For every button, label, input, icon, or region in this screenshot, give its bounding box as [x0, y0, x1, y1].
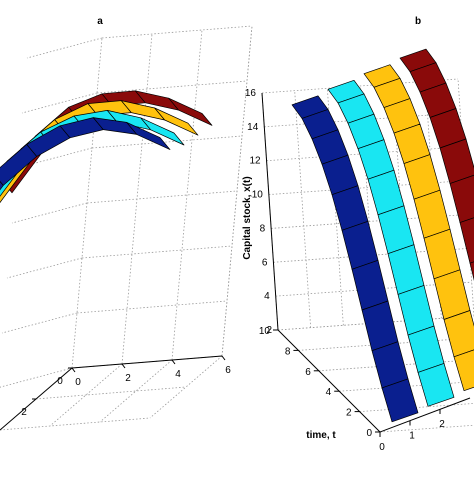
- panel-a-x-tick: [71, 367, 76, 373]
- panel-a-gridline: [6, 257, 83, 279]
- panel-b-series-tick-label: 0: [379, 442, 385, 453]
- panel-b-gridline: [457, 78, 474, 317]
- panel-a-label: a: [97, 16, 103, 27]
- panel-a-surface-patch-navy: [126, 122, 171, 150]
- panel-b-surface-patch-maroon: [439, 138, 474, 184]
- surface-layer: [0, 48, 474, 423]
- panel-a-gridline: [35, 386, 187, 400]
- panel-a-y-tick-label: 0: [57, 376, 63, 387]
- panel-a-surface-patch-cyan: [140, 117, 185, 146]
- panel-a-gridline: [21, 92, 98, 114]
- panel-b-surface-patch-gold: [453, 349, 474, 392]
- panel-a-gridline: [76, 300, 228, 314]
- panel-b-gridline: [379, 424, 474, 433]
- panel-b-surface-patch-maroon: [449, 174, 474, 223]
- panel-a-gridline: [1, 312, 78, 334]
- panel-a-gridline: [221, 25, 253, 357]
- panel-a-gridline: [86, 190, 238, 204]
- panel-a-gridline: [0, 367, 73, 388]
- panel-b-time-axis: [277, 329, 381, 433]
- panel-a-gridline: [26, 37, 103, 59]
- panel-b-gridline: [294, 90, 312, 328]
- panel-a-x-tick: [221, 355, 226, 361]
- panel-b-time-tick-label: 6: [305, 367, 311, 378]
- panel-b-time-tick-label: 4: [326, 387, 332, 398]
- panel-a-x-tick: [171, 359, 176, 365]
- panel-b-surface-patch-gold: [443, 310, 474, 358]
- panel-b-z-tick-label: 12: [249, 156, 261, 167]
- panel-a-gridline: [96, 80, 248, 94]
- panel-b-z-tick-label: 8: [260, 223, 266, 234]
- panel-b-label: b: [415, 16, 421, 27]
- panel-a-gridline: [0, 417, 151, 431]
- panel-a-gridline: [101, 25, 253, 39]
- panel-b-time-tick-label: 0: [366, 428, 372, 439]
- panel-b-surface-patch-maroon: [459, 217, 474, 264]
- panel-b-z-tick-label: 14: [247, 122, 259, 133]
- panel-b-z-tick-label: 2: [266, 325, 272, 336]
- panel-a-gridline: [16, 147, 93, 169]
- label-layer: a b Capital stock, x(t) time, t 24681012…: [21, 16, 445, 453]
- panel-a-x-axis: [71, 355, 223, 369]
- panel-b-gridline: [268, 180, 465, 195]
- panel-a-gridline: [149, 355, 223, 419]
- panel-b-time-tick-label: 8: [285, 346, 291, 357]
- panel-a-x-tick-label: 4: [175, 369, 181, 380]
- panel-b-gridline: [261, 78, 459, 94]
- panel-a-gridline: [99, 359, 173, 423]
- panel-a-gridline: [11, 202, 88, 224]
- panel-a-x-tick-label: 0: [75, 377, 81, 388]
- panel-b-time-tick-label: 10: [259, 326, 271, 337]
- panel-a-gridline: [91, 135, 243, 149]
- panel-a-surface-patch-maroon: [168, 97, 213, 126]
- panel-b-z-tick-label: 4: [264, 291, 270, 302]
- panel-a-x-tick: [121, 363, 126, 369]
- axes-layer: [0, 92, 471, 437]
- panel-b-series-tick-label: 1: [409, 431, 415, 442]
- panel-b-z-axis-label: Capital stock, x(t): [242, 176, 253, 259]
- panel-b-series-axis: [379, 397, 471, 433]
- panel-b-surface-patch-cyan: [417, 363, 455, 407]
- panel-a-gridline: [171, 29, 203, 361]
- panel-b-z-tick-label: 16: [245, 88, 257, 99]
- panel-b-time-tick-label: 2: [346, 408, 352, 419]
- panel-b-surface-patch-navy: [381, 378, 419, 423]
- panel-b-z-tick-label: 10: [252, 190, 264, 201]
- panel-a-gridline: [121, 33, 153, 365]
- panel-b-gridline: [326, 88, 344, 326]
- panel-b-series-tick-label: 2: [439, 419, 445, 430]
- panel-b-z-tick-label: 6: [262, 257, 268, 268]
- panel-b-z-axis: [261, 92, 279, 331]
- panel-a-y-tick-label: 2: [21, 407, 27, 418]
- panel-a-x-tick-label: 2: [125, 373, 131, 384]
- panel-b-gridline: [271, 214, 468, 229]
- panel-a-x-tick-label: 6: [225, 365, 231, 376]
- panel-b-y-axis-label: time, t: [306, 430, 336, 441]
- panel-a-gridline: [81, 245, 233, 259]
- panel-b-surface-patch-maroon: [469, 261, 474, 281]
- panel-a-surface-patch-gold: [154, 107, 199, 136]
